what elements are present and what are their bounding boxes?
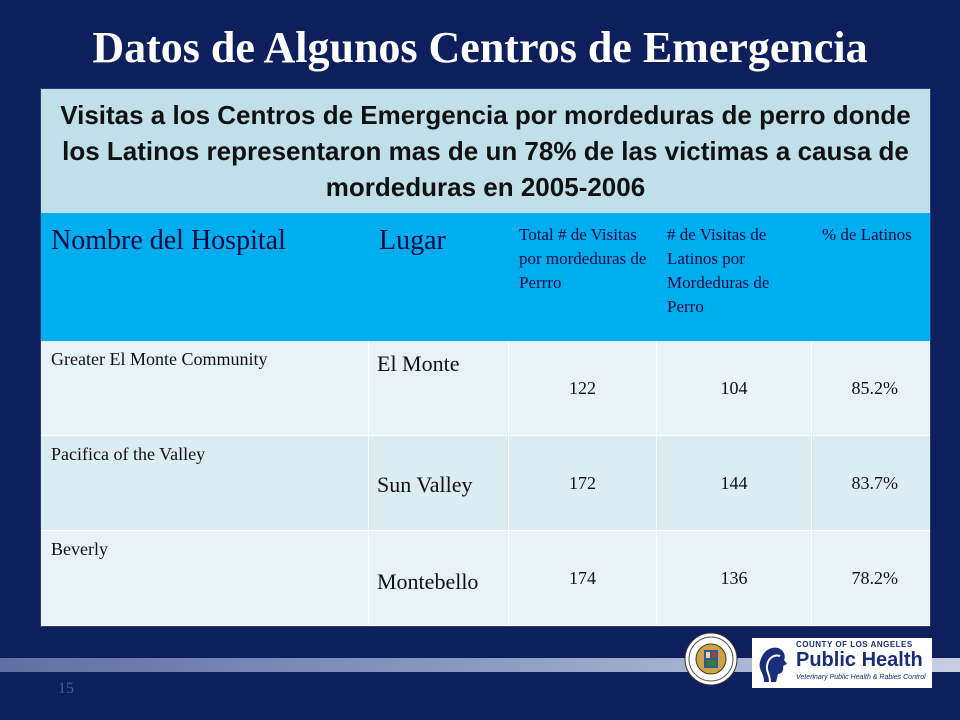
cell-latinos: 144 — [657, 436, 812, 531]
table-caption: Visitas a los Centros de Emergencia por … — [41, 89, 930, 213]
cell-pct: 85.2% — [812, 341, 930, 436]
cell-hospital: Beverly — [41, 531, 369, 626]
public-health-logo: COUNTY OF LOS ANGELES Public Health Vete… — [752, 638, 932, 688]
table-row: Greater El Monte Community El Monte 122 … — [41, 341, 930, 436]
profile-icon — [759, 647, 787, 683]
hospital-table: Visitas a los Centros de Emergencia por … — [40, 88, 931, 627]
cell-total: 122 — [509, 341, 657, 436]
county-seal-icon — [684, 632, 738, 686]
cell-total: 174 — [509, 531, 657, 626]
cell-latinos: 136 — [657, 531, 812, 626]
table-row: Pacifica of the Valley Sun Valley 172 14… — [41, 436, 930, 531]
cell-total: 172 — [509, 436, 657, 531]
header-latino-visits: # de Visitas de Latinos por Mordeduras d… — [667, 225, 770, 316]
cell-latinos: 104 — [657, 341, 812, 436]
cell-location: Montebello — [369, 531, 509, 626]
logo-vet-text: Veterinary Public Health & Rabies Contro… — [796, 674, 926, 681]
table-row: Beverly Montebello 174 136 78.2% — [41, 531, 930, 626]
cell-hospital: Greater El Monte Community — [41, 341, 369, 436]
table-header-row: Nombre del Hospital Lugar Total # de Vis… — [41, 213, 930, 341]
cell-location: El Monte — [369, 341, 509, 436]
cell-location: Sun Valley — [369, 436, 509, 531]
cell-pct: 78.2% — [812, 531, 930, 626]
header-total-visits: Total # de Visitas por mordeduras de Per… — [519, 225, 647, 292]
cell-pct: 83.7% — [812, 436, 930, 531]
header-hospital: Nombre del Hospital — [51, 225, 286, 256]
page-number: 15 — [58, 680, 74, 697]
cell-hospital: Pacifica of the Valley — [41, 436, 369, 531]
slide-title: Datos de Algunos Centros de Emergencia — [92, 23, 868, 72]
header-pct-latinos: % de Latinos — [822, 225, 912, 244]
header-location: Lugar — [379, 225, 446, 256]
logo-county-text: COUNTY OF LOS ANGELES — [796, 640, 913, 649]
logo-public-health-text: Public Health — [796, 649, 923, 671]
